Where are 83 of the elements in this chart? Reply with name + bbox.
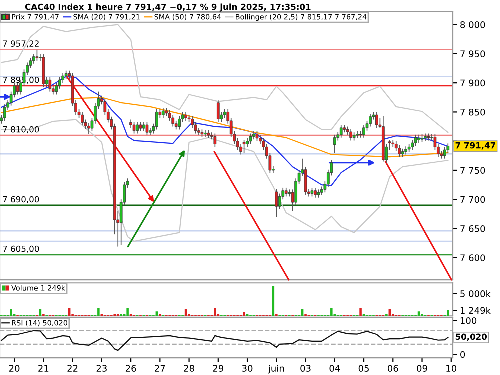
bar bbox=[156, 312, 158, 316]
candlestick bbox=[88, 122, 90, 135]
candlestick bbox=[340, 124, 343, 138]
candlestick bbox=[156, 108, 158, 130]
y-tick-label: 7 750 bbox=[460, 167, 486, 174]
bar bbox=[360, 308, 362, 316]
candlestick bbox=[81, 112, 84, 126]
candlestick bbox=[16, 82, 20, 96]
y-tick-label: 7 950 bbox=[460, 50, 486, 58]
bar bbox=[243, 312, 246, 316]
candlestick bbox=[256, 131, 259, 142]
ref-line-label: 7 957,22 bbox=[3, 40, 39, 48]
text: 7 791,47 bbox=[456, 142, 496, 150]
ref-line-label: 7 690,00 bbox=[3, 196, 40, 204]
x-tick-label: 27 bbox=[155, 365, 166, 372]
y-tick-label: 7 850 bbox=[460, 108, 486, 116]
candlestick bbox=[136, 122, 139, 134]
candlestick bbox=[162, 108, 165, 118]
candlestick bbox=[172, 114, 175, 128]
chart-title: CAC40 Index 1 heure 7 791,47 −0,17 % 9 juin 2025, 17:35:01 bbox=[25, 4, 311, 12]
x-tick-label: 06 bbox=[388, 365, 398, 372]
x-tick-label: 03 bbox=[300, 365, 311, 372]
line-series bbox=[1, 97, 449, 158]
candlestick bbox=[204, 130, 207, 138]
candlestick bbox=[216, 100, 220, 123]
candlestick bbox=[178, 116, 182, 130]
candlestick bbox=[443, 146, 446, 160]
y-tick-label: 1 249k bbox=[460, 307, 491, 314]
x-tick-label: 29 bbox=[213, 365, 224, 372]
bar bbox=[330, 308, 333, 316]
y-tick-label: 5 000k bbox=[460, 290, 491, 298]
line-series bbox=[1, 330, 449, 352]
candlestick bbox=[333, 134, 336, 154]
candlestick bbox=[350, 128, 352, 142]
x-tick-label: 26 bbox=[126, 365, 136, 372]
candlestick bbox=[3, 104, 6, 122]
candlestick bbox=[398, 145, 402, 158]
candlestick bbox=[414, 134, 418, 146]
y-tick-label: 7 600 bbox=[460, 254, 486, 262]
line-series bbox=[1, 24, 449, 134]
ref-line-label: 7 605,00 bbox=[3, 246, 40, 254]
ref-line-label: 7 810,00 bbox=[3, 126, 40, 134]
candlestick bbox=[275, 188, 278, 218]
candlestick bbox=[146, 122, 149, 136]
x-tick-label: 30 bbox=[242, 365, 253, 372]
x-tick-label: 05 bbox=[358, 365, 369, 372]
y-tick-label: 7 700 bbox=[460, 196, 486, 204]
candlestick bbox=[314, 188, 317, 198]
candlestick bbox=[369, 114, 372, 128]
bar bbox=[447, 310, 450, 316]
candlestick bbox=[362, 124, 366, 138]
bar bbox=[10, 308, 12, 316]
candlestick bbox=[142, 122, 146, 132]
candlestick bbox=[392, 140, 395, 148]
y-tick-label: 8 000 bbox=[460, 22, 486, 28]
candlestick bbox=[214, 133, 217, 148]
x-tick-label: 21 bbox=[38, 365, 49, 372]
candlestick bbox=[32, 54, 36, 64]
bar bbox=[98, 308, 100, 316]
y-tick-label: 7 900 bbox=[460, 80, 486, 87]
candlestick bbox=[376, 112, 378, 128]
x-tick-label: juin bbox=[268, 364, 284, 374]
candlestick bbox=[36, 49, 39, 62]
x-tick-label: 20 bbox=[9, 365, 20, 372]
bar bbox=[418, 312, 420, 316]
candlestick bbox=[48, 76, 52, 92]
line-series bbox=[1, 119, 449, 242]
x-tick-label: 10 bbox=[446, 365, 457, 372]
x-tick-label: 22 bbox=[68, 365, 78, 372]
candlestick bbox=[249, 133, 252, 145]
bar bbox=[214, 308, 216, 316]
text: 50,020 bbox=[456, 334, 488, 342]
y-tick-label: 7 650 bbox=[460, 225, 486, 232]
x-tick-label: 04 bbox=[330, 365, 340, 372]
x-tick-label: 28 bbox=[184, 365, 194, 372]
y-tick-label: 100 bbox=[460, 317, 477, 324]
x-tick-label: 23 bbox=[96, 365, 107, 372]
candlestick bbox=[139, 122, 142, 132]
bar bbox=[126, 308, 129, 316]
candlestick bbox=[242, 140, 246, 154]
x-tick-label: 09 bbox=[417, 365, 428, 372]
y-tick-label: 0 bbox=[460, 351, 466, 358]
candlestick bbox=[132, 122, 136, 134]
